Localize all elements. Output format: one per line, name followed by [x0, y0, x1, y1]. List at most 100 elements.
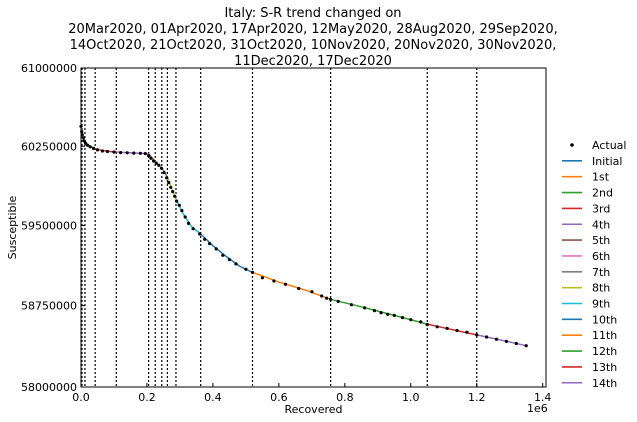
- actual-point: [186, 221, 191, 225]
- legend-item: 9th: [562, 298, 610, 311]
- actual-point: [504, 339, 508, 343]
- title-line: 11Dec2020, 17Dec2020: [234, 54, 392, 69]
- actual-point: [425, 323, 429, 327]
- actual-point: [159, 166, 164, 170]
- actual-point: [81, 136, 85, 140]
- actual-point: [392, 313, 396, 317]
- x-tick-label: 0.6: [270, 391, 288, 404]
- actual-point: [157, 163, 161, 167]
- legend-label: 8th: [592, 282, 610, 295]
- x-tick-label: 1.2: [468, 391, 486, 404]
- x-tick-label: 0.2: [138, 391, 156, 404]
- legend-label: 4th: [592, 218, 610, 231]
- legend-label: 1st: [592, 171, 610, 184]
- actual-point: [177, 203, 181, 207]
- actual-point: [409, 318, 413, 322]
- legend-label: 14th: [592, 377, 617, 390]
- actual-point: [325, 296, 329, 300]
- actual-point: [514, 341, 518, 346]
- actual-point: [169, 185, 173, 189]
- legend-marker: [570, 143, 574, 147]
- actual-point: [336, 299, 340, 303]
- actual-point: [86, 143, 90, 147]
- legend-label: 13th: [592, 361, 617, 374]
- actual-point: [419, 320, 423, 324]
- actual-point: [191, 227, 195, 231]
- legend-item: 13th: [562, 361, 617, 374]
- actual-point: [143, 152, 147, 156]
- actual-point: [494, 337, 499, 341]
- legend-label: 2nd: [592, 187, 613, 200]
- actual-point: [524, 344, 528, 348]
- actual-points: [79, 124, 528, 348]
- series-line-12th: [330, 298, 428, 325]
- legend-label: 3rd: [592, 202, 610, 215]
- x-tick-label: 1.0: [402, 391, 420, 404]
- legend-label: 10th: [592, 313, 617, 326]
- legend-label: 12th: [592, 345, 617, 358]
- actual-point: [455, 328, 459, 333]
- y-tick-label: 59500000: [21, 219, 77, 232]
- actual-point: [175, 199, 179, 203]
- title-line: 14Oct2020, 21Oct2020, 31Oct2020, 10Nov20…: [70, 38, 557, 53]
- legend-item: 12th: [562, 345, 617, 358]
- legend-label: 7th: [592, 266, 610, 279]
- actual-point: [310, 290, 314, 294]
- y-tick-label: 58750000: [21, 300, 77, 313]
- x-axis-ticks: 0.0 0.2 0.4 0.6 0.8 1.0 1.2 1.4: [72, 383, 551, 404]
- actual-point: [154, 161, 158, 165]
- legend-item: 3rd: [562, 202, 610, 215]
- series-line-13th: [427, 323, 477, 336]
- actual-point: [227, 258, 231, 262]
- actual-point: [329, 297, 333, 301]
- legend-item: 6th: [562, 250, 610, 263]
- actual-point: [119, 151, 123, 155]
- legend-label: 6th: [592, 250, 610, 263]
- legend-label: Actual: [592, 139, 626, 152]
- actual-point: [475, 333, 479, 337]
- actual-point: [167, 181, 171, 185]
- actual-point: [214, 247, 218, 251]
- actual-point: [198, 232, 202, 236]
- actual-point: [435, 325, 439, 329]
- actual-point: [386, 312, 390, 316]
- x-tick-label: 0.4: [204, 391, 222, 404]
- actual-point: [149, 156, 153, 160]
- legend-item: 4th: [562, 218, 610, 231]
- series-line-10th: [200, 233, 253, 274]
- actual-point: [465, 330, 469, 334]
- actual-point: [152, 159, 156, 163]
- legend-item: 11th: [562, 329, 617, 342]
- legend-label: 9th: [592, 298, 610, 311]
- actual-point: [272, 279, 276, 283]
- legend-item: 5th: [562, 234, 610, 247]
- y-tick-label: 60250000: [21, 140, 77, 153]
- legend-item: 14th: [562, 377, 617, 390]
- plot-area-frame: [80, 67, 547, 388]
- actual-point: [138, 151, 142, 155]
- y-tick-label: 61000000: [21, 62, 77, 75]
- legend-item: 10th: [562, 313, 617, 326]
- actual-point: [173, 194, 177, 198]
- actual-point: [125, 151, 129, 155]
- y-tick-label: 58000000: [21, 381, 77, 394]
- actual-point: [250, 270, 255, 274]
- actual-point: [95, 148, 100, 152]
- actual-point: [171, 190, 175, 194]
- y-axis-ticks: 58000000 58750000 59500000 60250000 61000000: [21, 62, 85, 394]
- actual-point: [283, 282, 288, 286]
- actual-point: [84, 141, 88, 145]
- actual-point: [221, 253, 225, 257]
- actual-point: [100, 149, 104, 153]
- legend-item: Actual: [570, 139, 626, 152]
- actual-point: [91, 146, 96, 150]
- actual-point: [132, 151, 136, 155]
- legend-item: 1st: [562, 171, 610, 184]
- actual-point: [485, 335, 489, 339]
- x-tick-label: 1.4: [534, 391, 552, 404]
- actual-point: [260, 276, 264, 280]
- y-axis-label: Susceptible: [6, 195, 19, 259]
- actual-point: [349, 303, 353, 307]
- actual-point: [112, 150, 116, 154]
